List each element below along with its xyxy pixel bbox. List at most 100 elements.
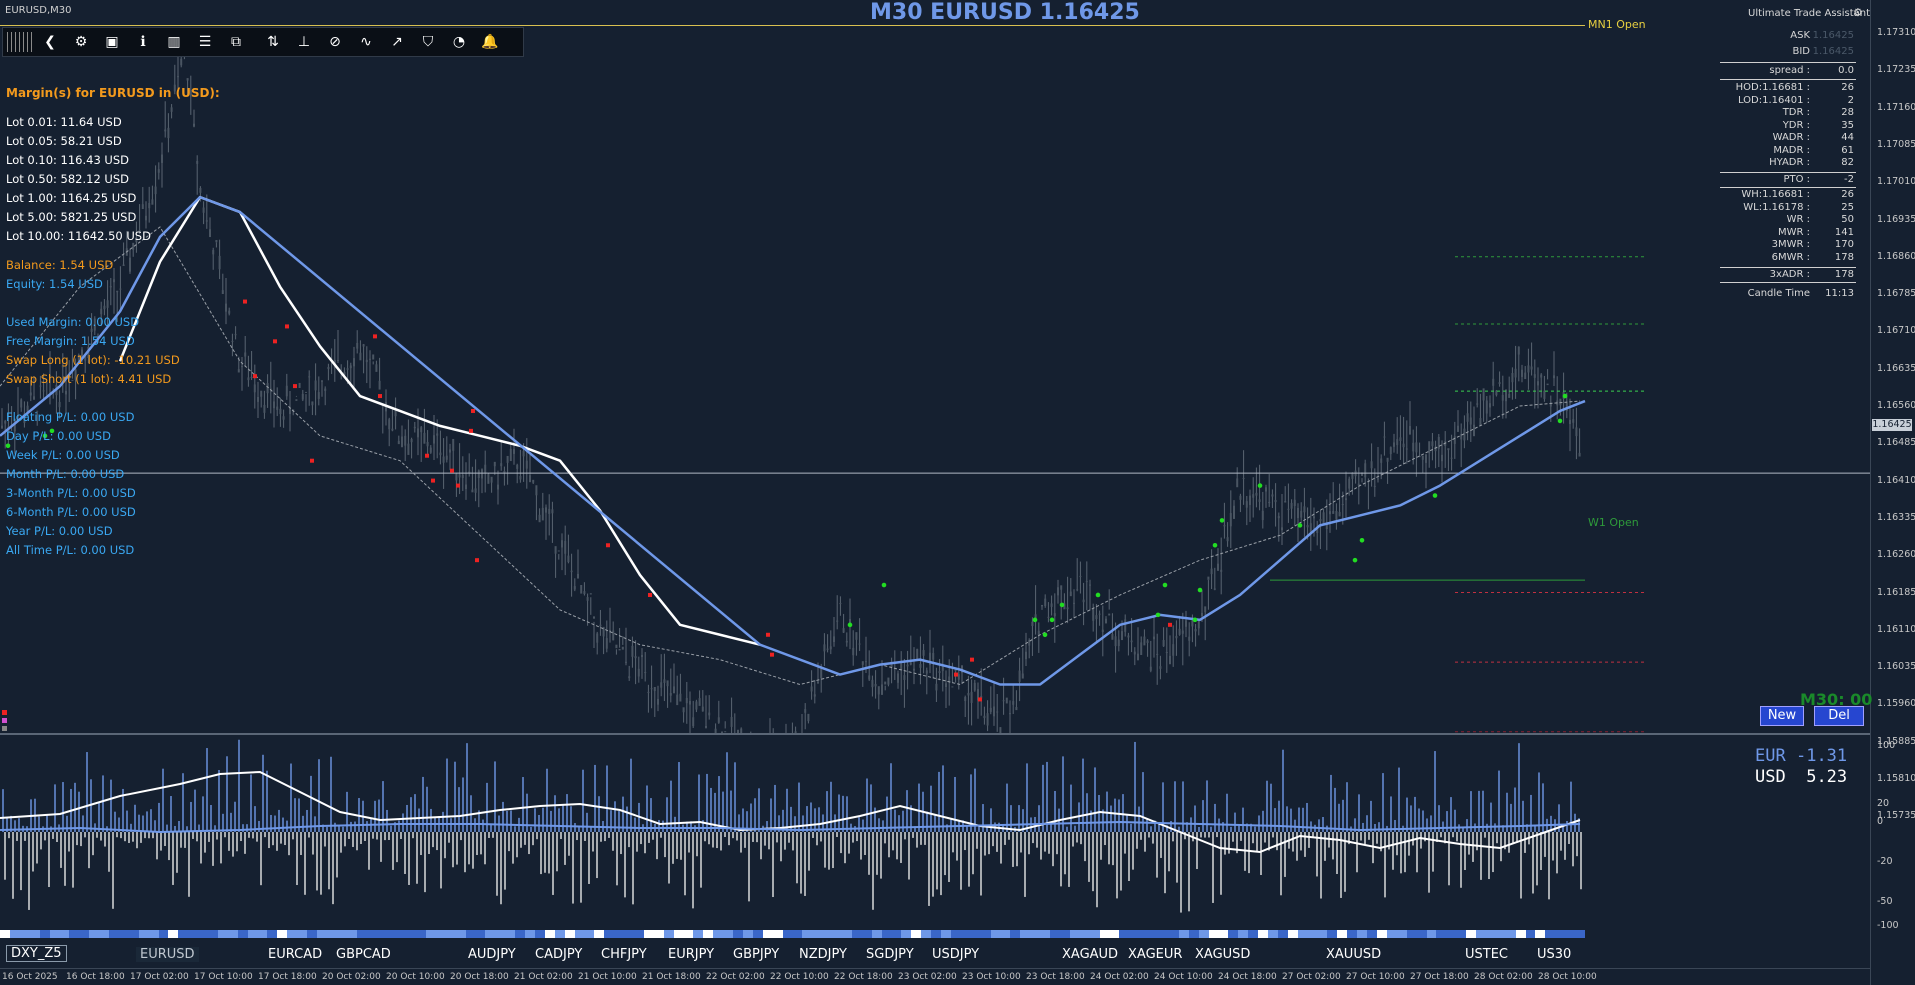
candle-body <box>132 242 135 250</box>
time-axis[interactable] <box>0 968 1870 985</box>
candle-body <box>1249 495 1251 505</box>
symbol-tab-eurjpy[interactable]: EURJPY <box>668 947 715 962</box>
symbol-tab-audjpy[interactable]: AUDJPY <box>468 947 516 962</box>
list-icon[interactable]: ☰ <box>198 34 212 50</box>
bear-signal-dot <box>253 374 257 379</box>
heat-cell <box>534 930 545 938</box>
symbol-tab-eurcad[interactable]: EURCAD <box>268 947 323 962</box>
bull-signal-dot <box>1352 557 1358 563</box>
candle-body <box>442 456 445 463</box>
heat-cell <box>951 930 961 938</box>
candle-body <box>212 250 215 255</box>
trend-up-icon[interactable]: ∿ <box>360 34 372 50</box>
candle-body <box>1018 670 1021 682</box>
camera-icon[interactable]: ▣ <box>105 34 119 50</box>
week-pl: Week P/L: 0.00 USD <box>6 448 120 462</box>
sliders-icon[interactable]: ⧉ <box>231 34 241 50</box>
symbol-tab-ustec[interactable]: USTEC <box>1465 947 1508 962</box>
symbol-tab-dxy_z5[interactable]: DXY_Z5 <box>6 945 67 962</box>
symbol-tab-xauusd[interactable]: XAUUSD <box>1326 947 1382 962</box>
toolbar-grip[interactable] <box>7 32 33 52</box>
candle-body <box>708 712 711 716</box>
shield-icon[interactable]: ⛉ <box>422 34 434 50</box>
symbol-tab-usdjpy[interactable]: USDJPY <box>932 947 980 962</box>
bull-signal-dot <box>1042 632 1048 638</box>
candle-body <box>839 603 842 605</box>
candle-body <box>1226 537 1229 542</box>
price-chart[interactable] <box>0 0 1870 733</box>
del-button[interactable]: Del <box>1814 706 1864 726</box>
symbol-tab-cadjpy[interactable]: CADJPY <box>535 947 583 962</box>
ruler-icon[interactable]: ⊥ <box>297 34 311 50</box>
symbol-tab-gbpjpy[interactable]: GBPJPY <box>733 947 780 962</box>
candle-body <box>740 728 743 733</box>
candle-body <box>932 653 935 660</box>
candle-body <box>1050 603 1053 607</box>
candle-body <box>1447 448 1450 451</box>
heat-cell <box>851 930 862 938</box>
candle-body <box>1297 507 1299 519</box>
candle-body <box>1175 635 1178 639</box>
symbol-tab-xageur[interactable]: XAGEUR <box>1128 947 1183 962</box>
info-icon[interactable]: ℹ <box>140 34 146 50</box>
price-axis[interactable] <box>1870 0 1915 985</box>
trade-icon[interactable]: ⇅ <box>267 34 279 50</box>
currency-strength-pane[interactable] <box>0 736 1870 928</box>
symbol-tab-xagusd[interactable]: XAGUSD <box>1195 947 1251 962</box>
candle-body <box>1037 630 1040 635</box>
clear-icon[interactable]: ⊘ <box>329 34 341 50</box>
candle-body <box>1197 621 1200 629</box>
bar-chart-icon[interactable]: ▥ <box>167 34 181 50</box>
new-button[interactable]: New <box>1760 706 1804 726</box>
heat-cell <box>742 930 753 938</box>
candle-body <box>461 474 464 479</box>
stat-label: HOD:1.16681 : <box>1735 82 1810 93</box>
bear-signal-dot <box>293 384 297 389</box>
candle-body <box>180 58 183 66</box>
candle-body <box>1127 635 1130 638</box>
stat-label: MADR : <box>1773 144 1810 156</box>
symbol-tab-eurusd[interactable]: EURUSD <box>136 947 199 962</box>
candle-body <box>506 455 509 463</box>
candle-body <box>468 471 471 474</box>
stat-label: TDR : <box>1782 107 1810 118</box>
candle-body <box>529 475 531 483</box>
symbol-tab-gbpcad[interactable]: GBPCAD <box>336 947 391 962</box>
candle-body <box>599 624 602 627</box>
back-icon[interactable]: ❮ <box>44 34 56 50</box>
candle-body <box>1066 607 1069 610</box>
symbol-tab-xagaud[interactable]: XAGAUD <box>1062 947 1119 962</box>
candle-body <box>1575 427 1578 437</box>
candle-body <box>65 390 67 395</box>
heat-cell <box>19 930 30 938</box>
stat-value: 178 <box>1834 251 1854 263</box>
candle-body <box>554 546 557 554</box>
candle-body <box>970 691 973 703</box>
candle-body <box>1015 706 1018 711</box>
bear-signal-dot <box>243 299 247 304</box>
symbol-tab-sgdjpy[interactable]: SGDJPY <box>866 947 914 962</box>
symbol-tab-us30[interactable]: US30 <box>1537 947 1572 962</box>
symbol-tab-chfjpy[interactable]: CHFJPY <box>601 947 647 962</box>
heat-cell <box>1466 930 1477 938</box>
candle-body <box>234 334 237 336</box>
candle-body <box>551 509 554 514</box>
heat-cell <box>792 930 803 938</box>
symbol-tab-nzdjpy[interactable]: NZDJPY <box>799 947 847 962</box>
candle-body <box>1213 588 1216 590</box>
candle-body <box>388 419 391 430</box>
gear-icon[interactable]: ⚙ <box>74 34 88 50</box>
pane-separator[interactable] <box>0 733 1870 735</box>
price-tick-label: 1.17010 <box>1877 176 1915 188</box>
pie-icon[interactable]: ◔ <box>452 34 466 50</box>
candle-body <box>247 377 250 381</box>
assistant-gear-icon[interactable]: ⚙ <box>1853 6 1863 19</box>
trend-line-icon[interactable]: ↗ <box>391 34 403 50</box>
candle-body <box>1428 441 1431 454</box>
heat-cell <box>128 930 139 938</box>
bell-icon[interactable]: 🔔 <box>481 34 499 50</box>
candle-body <box>1098 613 1101 615</box>
candle-body <box>1146 640 1149 643</box>
heat-cell <box>1099 930 1110 938</box>
heat-cell <box>188 930 199 938</box>
